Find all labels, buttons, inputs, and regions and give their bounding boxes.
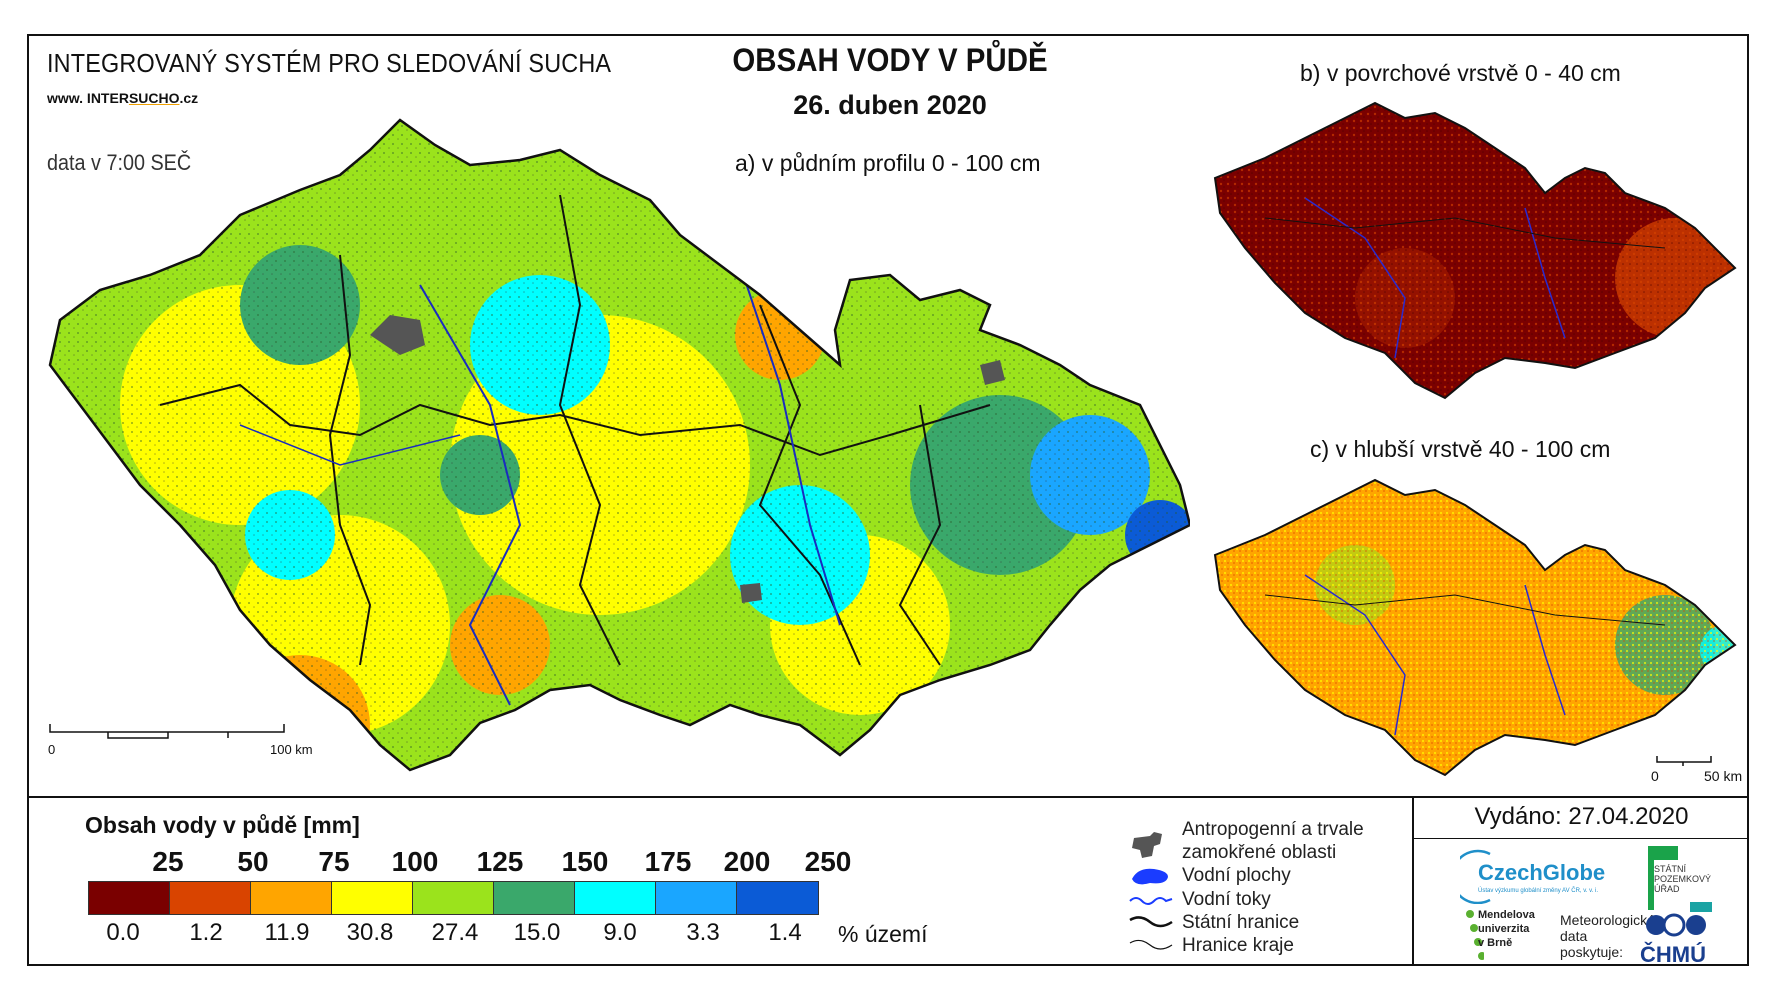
map-c-deep-40-100 xyxy=(1213,478,1737,777)
legend-percentage: 9.0 xyxy=(603,919,637,946)
mendel-logo: Mendelova univerzita v Brně xyxy=(1478,909,1535,949)
legend-swatch xyxy=(251,882,332,914)
legend-divider xyxy=(27,796,1749,798)
legend-swatch xyxy=(575,882,656,914)
czechglobe-logo: CzechGlobe xyxy=(1478,860,1606,885)
legend-swatch xyxy=(656,882,737,914)
legend-threshold: 200 xyxy=(723,846,771,877)
legend-threshold: 150 xyxy=(561,846,609,877)
legend-percentage: 1.2 xyxy=(189,919,223,946)
map-b-surface-0-40 xyxy=(1213,101,1737,400)
czechglobe-subtitle: Ústav výzkumu globální změny AV ČR, v. v… xyxy=(1478,888,1599,894)
main-title: OBSAH VODY V PŮDĚ xyxy=(732,42,1048,78)
legend-percentage: 30.8 xyxy=(346,919,394,946)
map-c-label: c) v hlubší vrstvě 40 - 100 cm xyxy=(1310,436,1611,462)
legend-swatch xyxy=(494,882,575,914)
legend-threshold: 100 xyxy=(391,846,439,877)
meteo-data-credit: Meteorologická data poskytuje: xyxy=(1560,912,1655,960)
legend-threshold: 125 xyxy=(476,846,524,877)
legend-swatch xyxy=(332,882,413,914)
region-border-icon xyxy=(1128,935,1174,957)
spu-logo-icon xyxy=(1648,846,1712,912)
legend-unit: % území xyxy=(838,921,928,947)
map-a-scale-start: 0 xyxy=(48,742,56,757)
spu-logo: STÁTNÍ POZEMKOVÝ ÚŘAD xyxy=(1654,864,1712,894)
issued-date: Vydáno: 27.04.2020 xyxy=(1474,803,1689,830)
key-streams: Vodní toky xyxy=(1128,888,1271,911)
legend-percentage: 11.9 xyxy=(264,919,310,946)
legend-percentage: 1.4 xyxy=(768,919,802,946)
legend-threshold: 175 xyxy=(644,846,692,877)
legend-swatch xyxy=(170,882,251,914)
map-a-scalebar xyxy=(49,724,285,739)
system-title: INTEGROVANÝ SYSTÉM PRO SLEDOVÁNÍ SUCHA xyxy=(47,48,612,78)
chmu-logo-icon xyxy=(1646,913,1706,937)
footer-divider xyxy=(1412,796,1414,966)
map-a-label: a) v půdním profilu 0 - 100 cm xyxy=(735,150,1041,176)
legend-percentage: 3.3 xyxy=(686,919,720,946)
legend-threshold: 25 xyxy=(152,846,184,877)
key-state-border: Státní hranice xyxy=(1128,911,1299,934)
map-a-scale-end: 100 km xyxy=(270,742,313,757)
map-c-scalebar xyxy=(1656,756,1712,766)
legend-threshold: 50 xyxy=(237,846,269,877)
map-c-scale-end: 50 km xyxy=(1704,768,1743,784)
legend-swatch xyxy=(413,882,494,914)
legend-percentage: 27.4 xyxy=(431,919,479,946)
key-water-bodies: Vodní plochy xyxy=(1128,864,1291,887)
key-region-border: Hranice kraje xyxy=(1128,934,1294,957)
chmu-logo: ČHMÚ xyxy=(1640,942,1706,967)
map-a-profile-0-100 xyxy=(48,118,1190,772)
data-time: data v 7:00 SEČ xyxy=(47,150,192,175)
water-body-icon xyxy=(1128,865,1174,887)
legend-percentage: 15.0 xyxy=(513,919,561,946)
issued-divider xyxy=(1412,838,1749,839)
map-c-scale-start: 0 xyxy=(1651,768,1659,784)
legend-swatch xyxy=(89,882,170,914)
key-anthropogenic: Antropogenní a trvale zamokřené oblasti xyxy=(1128,818,1372,864)
state-border-icon xyxy=(1128,912,1174,934)
legend-threshold: 250 xyxy=(804,846,852,877)
system-url[interactable]: www. INTERSUCHO.cz xyxy=(47,90,199,106)
czechglobe-logo-icon xyxy=(1460,849,1491,904)
mendel-logo-icon xyxy=(1466,910,1484,960)
legend-color-bar xyxy=(88,881,819,915)
legend-percentage: 0.0 xyxy=(106,919,140,946)
legend-title: Obsah vody v půdě [mm] xyxy=(85,812,360,838)
main-date: 26. duben 2020 xyxy=(793,90,987,120)
map-b-label: b) v povrchové vrstvě 0 - 40 cm xyxy=(1300,60,1621,86)
anthropogenic-icon xyxy=(1128,830,1174,858)
stream-icon xyxy=(1128,889,1174,911)
legend-swatch xyxy=(737,882,818,914)
legend-threshold: 75 xyxy=(318,846,350,877)
